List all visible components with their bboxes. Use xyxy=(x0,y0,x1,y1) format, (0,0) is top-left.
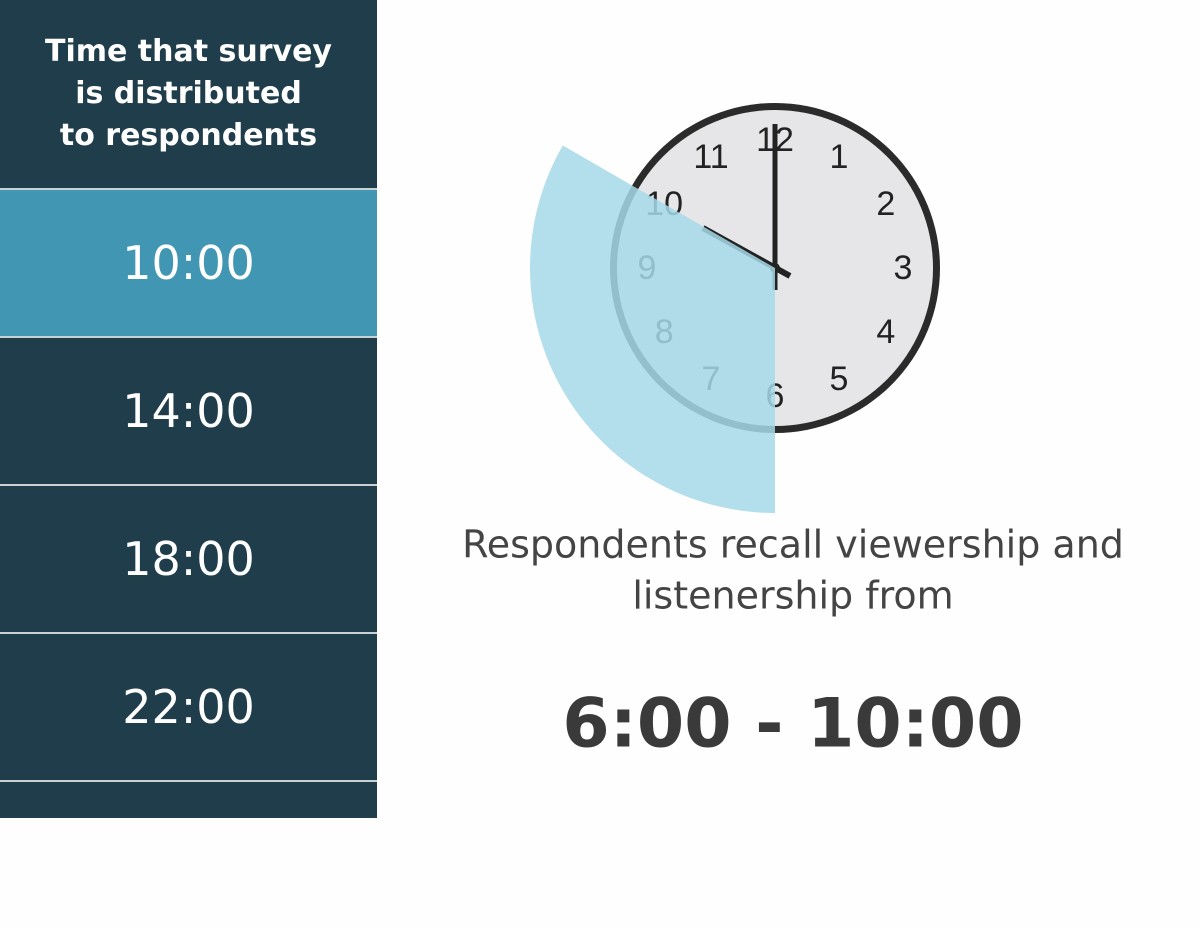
sidebar-title: Time that survey is distributed to respond… xyxy=(0,0,377,188)
page: Time that survey is distributed to respond… xyxy=(0,0,1124,818)
clock-number: 1 xyxy=(830,138,849,176)
clock-number: 2 xyxy=(876,185,895,223)
clock-diagram: 121234567891011 Respondents recall viewe… xyxy=(462,103,1124,764)
title-line: to respondents xyxy=(59,118,318,153)
title-line: is distributed xyxy=(75,76,302,111)
time-row[interactable]: 18:00 xyxy=(0,484,377,632)
time-range: 6:00 - 10:00 xyxy=(562,685,1023,764)
clock-number: 11 xyxy=(693,138,728,176)
time-row[interactable]: 10:00 xyxy=(0,188,377,336)
caption: Respondents recall viewership and xyxy=(462,523,1124,567)
sidebar: Time that survey is distributed to respond… xyxy=(0,0,377,818)
time-row[interactable]: 22:00 xyxy=(0,632,377,780)
recall-wedge xyxy=(529,145,775,513)
title-line: Time that survey xyxy=(45,34,332,69)
caption: listenership from xyxy=(632,574,953,618)
row-spacer xyxy=(0,780,377,928)
clock-number: 5 xyxy=(830,360,849,398)
time-row[interactable]: 14:00 xyxy=(0,336,377,484)
clock-number: 3 xyxy=(894,249,913,287)
clock-number: 4 xyxy=(876,313,895,351)
